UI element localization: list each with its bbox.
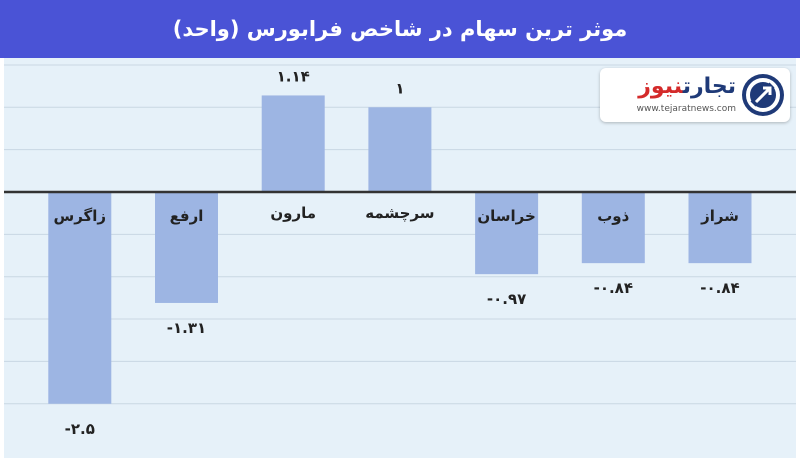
category-label: سرچشمه <box>365 204 434 223</box>
data-label: -۱.۳۱ <box>167 319 206 337</box>
bar <box>48 192 112 404</box>
category-label: ارفع <box>170 207 204 225</box>
bar <box>368 107 432 192</box>
brand-logo-url: www.tejaratnews.com <box>636 104 736 114</box>
data-label: ۱.۱۴ <box>277 67 310 85</box>
bar <box>475 192 539 275</box>
plot-area: شراز -۰.۸۴ ذوب -۰.۸۴ خراسان -۰.۹۷ سرچشمه ۱ مارون… <box>4 58 796 458</box>
bar <box>155 192 218 303</box>
bar <box>688 192 752 264</box>
bar <box>261 95 325 192</box>
data-label: -۰.۹۷ <box>487 290 526 308</box>
data-label: -۲.۵ <box>65 420 95 438</box>
category-label: ذوب <box>597 207 629 225</box>
brand-logo-icon <box>742 74 784 116</box>
data-label: -۰.۸۴ <box>700 279 739 297</box>
brand-logo: تجارتنیوز www.tejaratnews.com <box>600 68 790 122</box>
data-label: ۱ <box>395 79 404 97</box>
brand-logo-text-part1: تجارت <box>682 74 736 99</box>
chart-header: موثر ترین سهام در شاخص فرابورس (واحد) <box>0 0 800 58</box>
chart-title: موثر ترین سهام در شاخص فرابورس (واحد) <box>172 17 628 41</box>
brand-logo-text: تجارتنیوز <box>638 74 736 99</box>
data-label: -۰.۸۴ <box>594 279 633 297</box>
bar <box>581 192 645 264</box>
category-label: مارون <box>270 204 316 222</box>
bar-chart: شراز -۰.۸۴ ذوب -۰.۸۴ خراسان -۰.۹۷ سرچشمه ۱ مارون… <box>4 64 796 438</box>
category-label: زاگرس <box>54 207 107 225</box>
category-label: خراسان <box>477 207 535 225</box>
brand-logo-text-part2: نیوز <box>638 74 683 99</box>
category-label: شراز <box>700 207 739 225</box>
